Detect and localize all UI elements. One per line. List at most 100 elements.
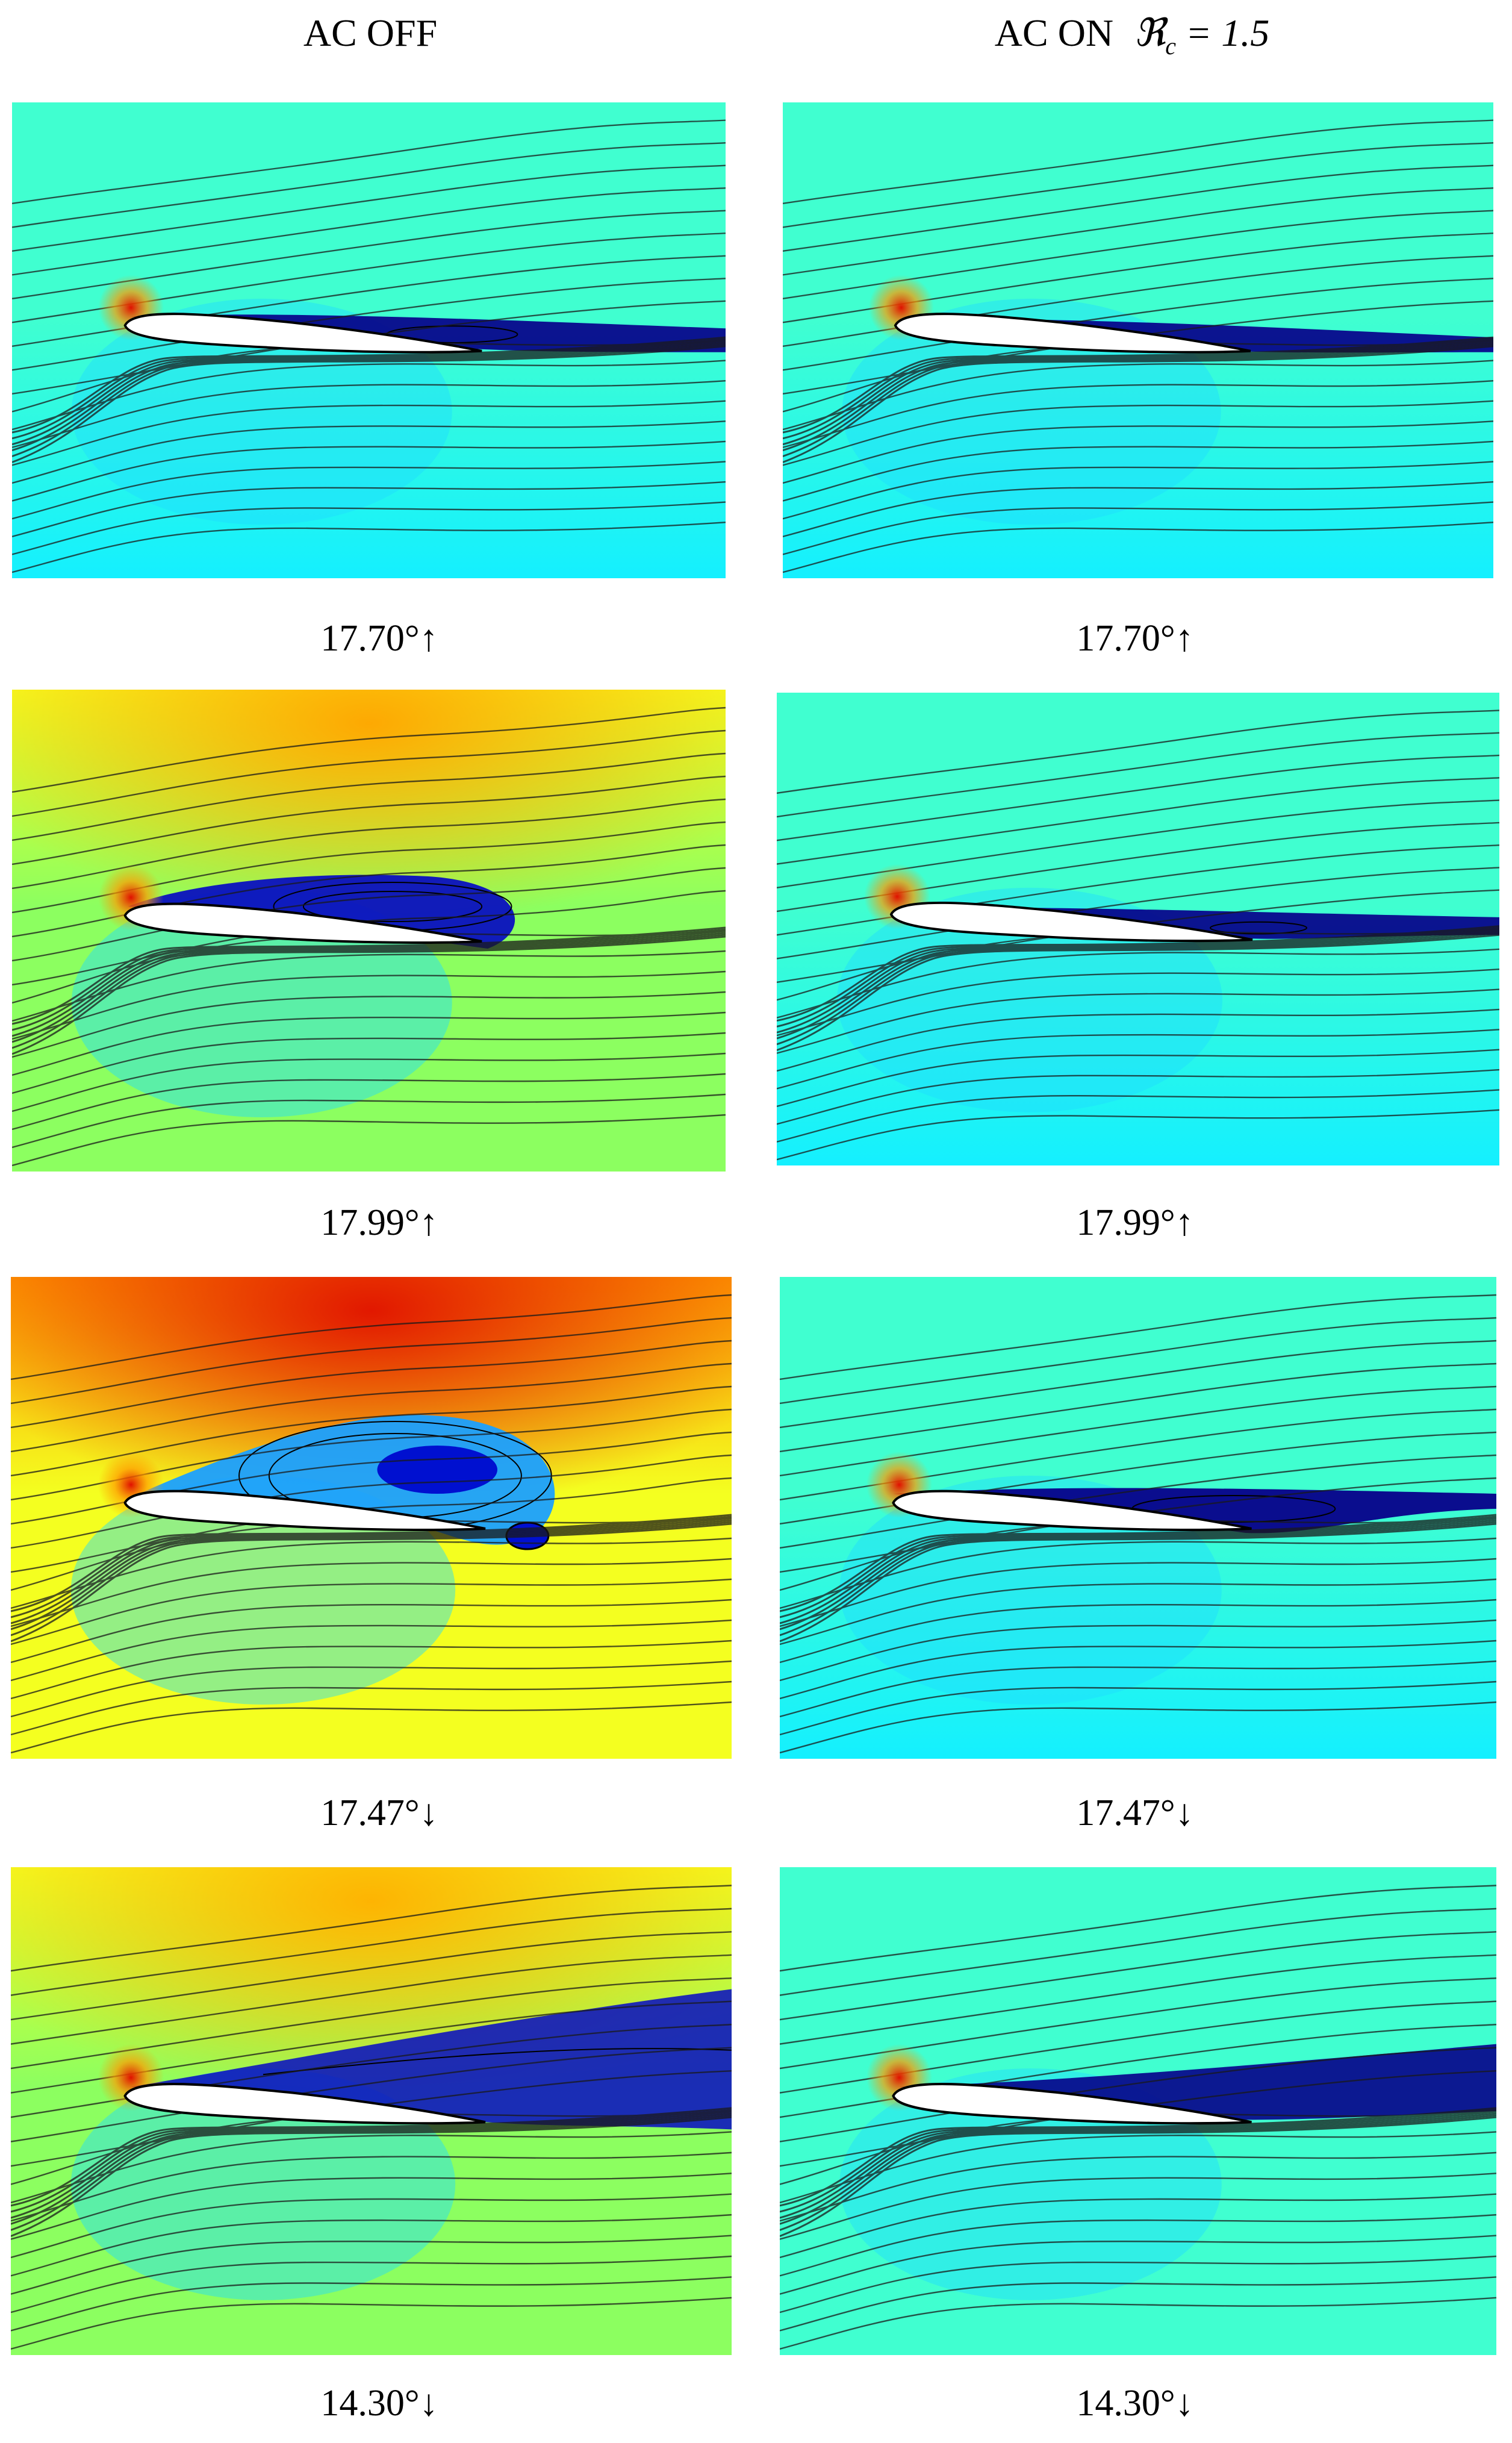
streamline-lower xyxy=(783,521,1493,573)
streamline-lower xyxy=(12,521,726,573)
streamline-lower xyxy=(12,501,726,555)
flow-field-plot xyxy=(12,102,726,578)
streamline-upper xyxy=(11,1885,732,1972)
streamline-lower xyxy=(780,1701,1496,1754)
streamline-nose xyxy=(780,2111,1496,2219)
streamline-lower xyxy=(780,2276,1496,2332)
streamline-nose xyxy=(12,343,726,457)
streamline-nose xyxy=(780,2112,1496,2225)
streamline-lower xyxy=(777,1109,1499,1161)
streamline-upper xyxy=(12,729,726,817)
streamline-nose xyxy=(11,1517,732,1624)
streamline-nose xyxy=(777,925,1499,1022)
streamline-lower xyxy=(777,1029,1499,1090)
streamline-lower xyxy=(12,1032,726,1094)
streamline-nose xyxy=(783,338,1493,440)
streamline-lower xyxy=(12,1073,726,1131)
streamline-upper xyxy=(780,1340,1496,1429)
streamline-lower xyxy=(11,1578,732,1646)
streamline-lower xyxy=(780,2297,1496,2350)
streamline-lower xyxy=(11,2193,732,2259)
streamline-lower xyxy=(11,1680,732,1736)
flow-panel-right-2 xyxy=(777,693,1499,1165)
streamline-lower xyxy=(11,1660,732,1718)
streamline-lower xyxy=(12,991,726,1058)
streamline-lower xyxy=(12,379,726,448)
streamline-upper xyxy=(12,890,726,986)
flow-field-plot xyxy=(780,1277,1496,1759)
streamline-lower xyxy=(12,1093,726,1149)
streamline-lower xyxy=(11,2151,732,2222)
streamline-nose xyxy=(783,336,1493,434)
streamline-upper xyxy=(11,1931,732,2021)
streamline-lower xyxy=(780,1578,1496,1646)
streamline-lower xyxy=(11,1640,732,1700)
streamline-upper xyxy=(12,707,726,793)
streamline-lower xyxy=(780,1680,1496,1736)
streamline-lower xyxy=(11,2173,732,2240)
streamline-nose xyxy=(777,932,1499,1046)
streamline-lower xyxy=(780,2235,1496,2295)
streamline-lower xyxy=(783,440,1493,502)
streamline-lower xyxy=(780,1660,1496,1718)
streamline-upper xyxy=(777,732,1499,818)
airfoil xyxy=(123,2083,486,2125)
streamline-upper xyxy=(11,1317,732,1405)
streamline-nose xyxy=(11,2109,732,2213)
streamline-lower xyxy=(780,2173,1496,2240)
streamline-lower xyxy=(11,2235,732,2295)
streamline-nose xyxy=(12,930,726,1037)
streamline-upper xyxy=(12,752,726,841)
caption-left-4: 14.30°↓ xyxy=(320,2383,438,2424)
streamline-lower xyxy=(777,1069,1499,1125)
streamline-nose xyxy=(780,1515,1496,1618)
streamline-upper xyxy=(783,278,1493,371)
streamline-lower xyxy=(783,501,1493,555)
streamline-lower xyxy=(780,2151,1496,2222)
streamline-lower xyxy=(12,970,726,1040)
streamline-lower xyxy=(783,360,1493,431)
caption-left-3: 17.47°↓ xyxy=(320,1792,438,1833)
streamline-nose xyxy=(12,338,726,440)
flow-panel-left-1 xyxy=(12,102,726,578)
streamline-lower xyxy=(780,2255,1496,2314)
streamline-nose xyxy=(780,1523,1496,1643)
streamline-lower xyxy=(12,1114,726,1167)
streamline-lower xyxy=(12,461,726,520)
streamline-lower xyxy=(11,2214,732,2277)
flow-panel-left-2 xyxy=(12,690,726,1172)
streamline-lower xyxy=(783,379,1493,448)
streamline-nose xyxy=(783,345,1493,463)
streamline-upper xyxy=(777,867,1499,959)
streamline-upper xyxy=(11,1954,732,2045)
streamline-lower xyxy=(777,1049,1499,1108)
streamline-nose xyxy=(783,340,1493,446)
flow-field-plot xyxy=(777,693,1499,1165)
streamline-lower xyxy=(11,1619,732,1682)
flow-field-plot xyxy=(11,1867,732,2355)
streamline-nose xyxy=(12,340,726,446)
streamline-nose xyxy=(11,2112,732,2225)
streamline-lower xyxy=(11,1599,732,1664)
airfoil xyxy=(892,2083,1252,2125)
streamline-lower xyxy=(11,1558,732,1627)
streamline-nose xyxy=(11,2107,732,2207)
streamline-lower xyxy=(11,1701,732,1754)
caption-right-4: 14.30°↓ xyxy=(1076,2383,1194,2424)
airfoil xyxy=(889,901,1253,943)
streamlines xyxy=(780,1294,1496,1754)
streamline-lower xyxy=(11,2297,732,2350)
streamline-nose xyxy=(11,1519,732,1630)
streamline-nose xyxy=(783,343,1493,457)
streamlines xyxy=(783,119,1493,573)
streamline-upper xyxy=(11,1477,732,1573)
streamline-lower xyxy=(777,1008,1499,1072)
reduced-frequency-symbol: ℜc = 1.5 xyxy=(1134,11,1270,60)
airfoil xyxy=(123,1490,486,1531)
streamline-nose xyxy=(780,1521,1496,1636)
streamline-nose xyxy=(780,1519,1496,1630)
streamline-upper xyxy=(12,142,726,228)
streamline-nose xyxy=(777,927,1499,1028)
streamline-upper xyxy=(12,187,726,276)
streamlines xyxy=(12,707,726,1167)
